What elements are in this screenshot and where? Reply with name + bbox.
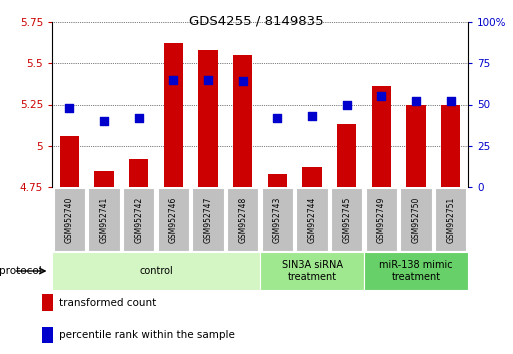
Bar	[297, 188, 328, 251]
Bar	[157, 188, 189, 251]
Point	[204, 77, 212, 82]
Bar	[364, 252, 468, 290]
Point	[239, 79, 247, 84]
Text: GSM952748: GSM952748	[238, 196, 247, 242]
Bar	[164, 44, 183, 187]
Bar	[262, 188, 293, 251]
Bar	[406, 104, 425, 187]
Bar	[233, 55, 252, 187]
Point	[446, 98, 455, 104]
Text: percentile rank within the sample: percentile rank within the sample	[59, 330, 235, 340]
Text: GSM952743: GSM952743	[273, 196, 282, 243]
Text: miR-138 mimic
treatment: miR-138 mimic treatment	[379, 260, 453, 282]
Bar	[268, 174, 287, 187]
Bar	[192, 188, 224, 251]
Text: GSM952740: GSM952740	[65, 196, 74, 243]
Bar	[227, 188, 258, 251]
Bar	[372, 86, 391, 187]
Text: GSM952746: GSM952746	[169, 196, 178, 243]
Bar	[94, 171, 113, 187]
Text: protocol: protocol	[0, 266, 42, 276]
Text: GSM952742: GSM952742	[134, 196, 143, 242]
Text: GSM952749: GSM952749	[377, 196, 386, 243]
Bar	[303, 167, 322, 187]
Point	[273, 115, 282, 120]
Text: GSM952744: GSM952744	[307, 196, 317, 243]
Text: GSM952750: GSM952750	[411, 196, 421, 243]
Bar	[123, 188, 154, 251]
Bar	[199, 50, 218, 187]
Point	[412, 98, 420, 104]
Text: transformed count: transformed count	[59, 298, 156, 308]
Bar	[331, 188, 362, 251]
Text: GSM952741: GSM952741	[100, 196, 109, 242]
Point	[100, 118, 108, 124]
Text: GDS4255 / 8149835: GDS4255 / 8149835	[189, 14, 324, 27]
Point	[134, 115, 143, 120]
Bar	[42, 327, 53, 343]
Bar	[401, 188, 431, 251]
Bar	[129, 159, 148, 187]
Bar	[366, 188, 397, 251]
Bar	[337, 124, 356, 187]
Bar	[54, 188, 85, 251]
Bar	[42, 295, 53, 310]
Bar	[60, 136, 79, 187]
Point	[169, 77, 177, 82]
Text: GSM952745: GSM952745	[342, 196, 351, 243]
Point	[308, 113, 316, 119]
Bar	[260, 252, 364, 290]
Point	[65, 105, 73, 111]
Bar	[88, 188, 120, 251]
Text: control: control	[139, 266, 173, 276]
Text: GSM952751: GSM952751	[446, 196, 455, 242]
Text: SIN3A siRNA
treatment: SIN3A siRNA treatment	[282, 260, 343, 282]
Bar	[52, 252, 260, 290]
Point	[377, 93, 385, 99]
Bar	[435, 188, 466, 251]
Bar	[441, 104, 460, 187]
Point	[343, 102, 351, 107]
Text: GSM952747: GSM952747	[204, 196, 212, 243]
